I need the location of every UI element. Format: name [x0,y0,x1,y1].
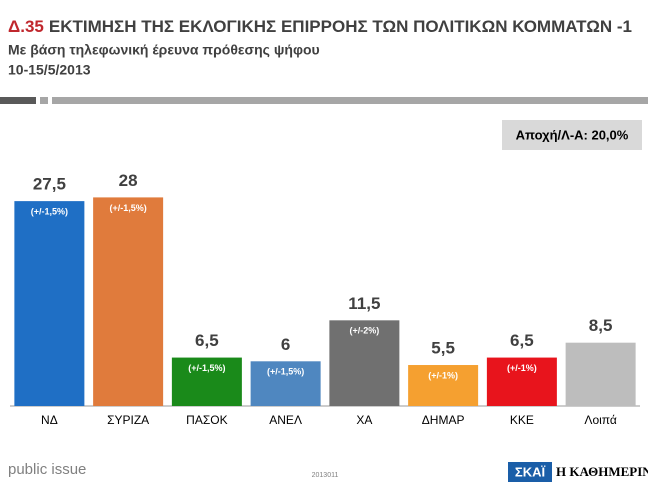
value-label: 28 [119,171,138,190]
margin-label: (+/-2%) [349,326,379,336]
subtitle: Με βάση τηλεφωνική έρευνα πρόθεσης ψήφου [8,42,320,58]
value-label: 8,5 [589,316,613,335]
margin-label: (+/-1%) [428,370,458,380]
value-label: 6 [281,335,290,354]
bar [486,357,557,406]
footer-brand: public issue [8,461,86,478]
logo-2: Η ΚΑΘΗΜΕΡΙΝΗ [556,464,648,479]
x-tick-label: ΠΑΣΟΚ [186,413,227,427]
x-tick-label: ΝΔ [41,413,58,427]
bar [250,361,321,406]
chart-title: Δ.35 ΕΚΤΙΜΗΣΗ ΤΗΣ ΕΚΛΟΓΙΚΗΣ ΕΠΙΡΡΟΗΣ ΤΩΝ … [8,17,632,36]
header-bar-dark [0,97,36,104]
bar [171,357,242,406]
x-tick-label: ΣΥΡΙΖΑ [107,413,149,427]
value-label: 6,5 [510,331,534,350]
margin-label: (+/-1,5%) [188,363,225,373]
value-label: 5,5 [431,339,455,358]
x-tick-label: ΧΑ [356,413,372,427]
margin-label: (+/-1,5%) [267,367,304,377]
margin-label: (+/-1,5%) [31,207,68,217]
bar [14,201,85,406]
x-tick-label: ΑΝΕΛ [269,413,302,427]
header-bar-square [40,97,48,104]
bar [329,320,400,406]
title-number: Δ.35 [8,17,44,36]
bar [565,342,636,406]
bar [93,197,164,406]
logo-1-box [508,462,552,482]
margin-label: (+/-1%) [507,363,537,373]
value-label: 27,5 [33,175,66,194]
x-tick-label: Λοιπά [584,413,616,427]
footer-code: 2013011 [312,472,339,479]
value-label: 6,5 [195,331,219,350]
annotation-box [502,120,642,150]
margin-label: (+/-1,5%) [109,203,146,213]
title-text: ΕΚΤΙΜΗΣΗ ΤΗΣ ΕΚΛΟΓΙΚΗΣ ΕΠΙΡΡΟΗΣ ΤΩΝ ΠΟΛΙ… [49,17,632,36]
annotation: Αποχή/Λ-Α: 20,0% [516,127,629,142]
bar [408,365,479,406]
value-label: 11,5 [348,294,380,313]
date: 10-15/5/2013 [8,62,91,78]
header-bar [52,97,648,104]
x-tick-label: ΔΗΜΑΡ [422,413,465,427]
logo-1: ΣΚΑΪ [515,464,546,479]
x-tick-label: ΚΚΕ [510,413,534,427]
